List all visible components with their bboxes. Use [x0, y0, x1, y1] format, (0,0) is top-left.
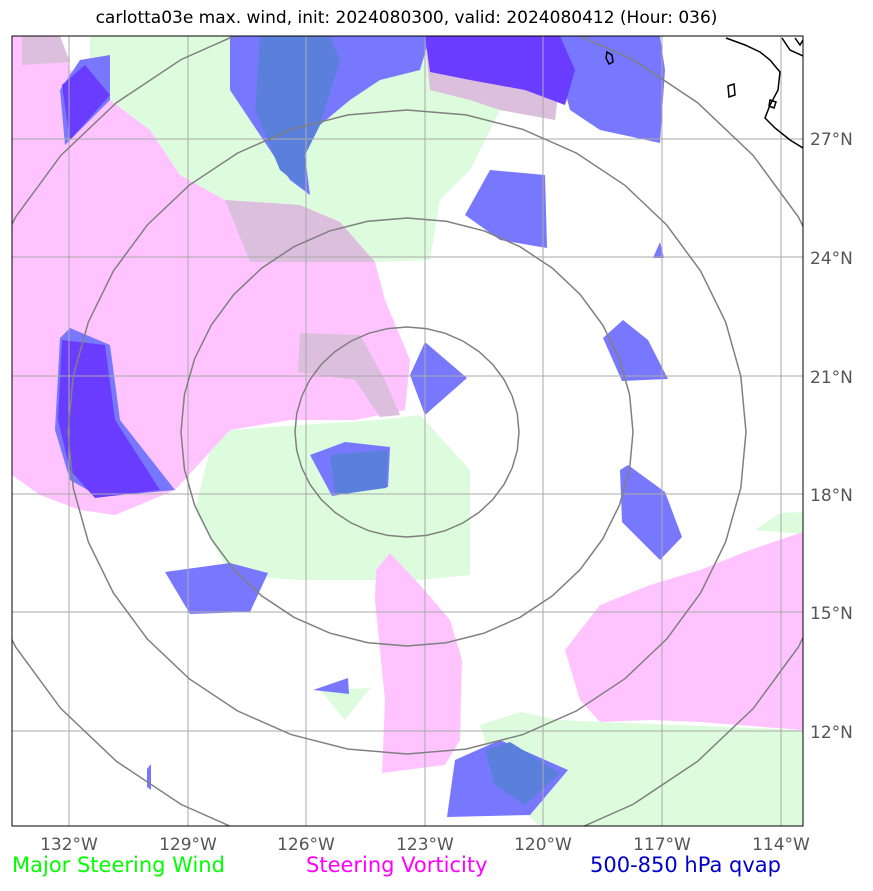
coastline-north-tip	[794, 37, 803, 47]
legend-steering-vorticity: Steering Vorticity	[306, 853, 488, 877]
range-ring	[12, 36, 803, 826]
qvap-dark-west	[58, 340, 160, 498]
vorticity-region-southeast	[565, 532, 803, 730]
qvap-dark-northwest	[62, 65, 110, 140]
lon-label-114w: 114°W	[752, 835, 810, 855]
qvap-region-northeast	[550, 36, 665, 143]
qvap-mix-center	[330, 450, 388, 495]
graticule	[12, 36, 803, 826]
vorticity-region-south	[375, 553, 462, 773]
range-ring	[294, 326, 520, 538]
range-rings	[12, 36, 803, 826]
qvap-region-west	[165, 563, 268, 614]
latitude-axis: 27°N 24°N 21°N 18°N 15°N 12°N	[810, 130, 853, 743]
coastline-main	[725, 37, 803, 149]
qvap-dark-layer	[58, 36, 575, 498]
lon-label-123w: 123°W	[396, 835, 454, 855]
island-1	[605, 50, 614, 66]
legend-major-steering-wind: Major Steering Wind	[12, 853, 225, 877]
lon-label-126w: 126°W	[277, 835, 335, 855]
wind-region-small	[320, 688, 370, 720]
qvap-dark-northeast	[425, 36, 575, 105]
lon-label-117w: 117°W	[633, 835, 691, 855]
wind-region-east-strip	[755, 512, 803, 534]
plot-frame	[11, 35, 804, 827]
lon-label-120w: 120°W	[514, 835, 572, 855]
legend-qvap: 500-850 hPa qvap	[590, 853, 781, 877]
qvap-mixed-layer	[255, 36, 560, 805]
qvap-region-east-b	[620, 465, 682, 560]
lat-label-18n: 18°N	[810, 486, 853, 506]
overlap-region-northwest	[22, 36, 70, 65]
qvap-region-center-a	[410, 342, 467, 415]
map-title: carlotta03e max. wind, init: 2024080300,…	[95, 8, 718, 28]
wind-region-center	[195, 415, 470, 580]
lat-label-15n: 15°N	[810, 604, 853, 624]
range-ring	[180, 217, 634, 647]
island-3	[768, 99, 777, 109]
overlap-region-north	[225, 200, 375, 262]
range-ring	[67, 109, 747, 755]
lat-label-27n: 27°N	[810, 130, 853, 150]
wind-region-southeast	[480, 712, 803, 826]
coastline	[605, 37, 803, 149]
qvap-mix-south	[485, 742, 560, 805]
lat-label-12n: 12°N	[810, 723, 853, 743]
map-plot-area	[12, 36, 803, 826]
coastline-peninsula	[781, 37, 803, 57]
lon-label-132w: 132°W	[40, 835, 98, 855]
longitude-axis: 132°W 129°W 126°W 123°W 120°W 117°W 114°…	[40, 835, 810, 855]
qvap-region-ne-blob	[465, 170, 547, 248]
qvap-region-south-small	[313, 678, 349, 694]
lon-label-129w: 129°W	[159, 835, 217, 855]
island-2	[727, 82, 736, 99]
lat-label-24n: 24°N	[810, 249, 853, 269]
lat-label-21n: 21°N	[810, 368, 853, 388]
qvap-mix-north	[255, 36, 340, 190]
qvap-region-east-a	[603, 320, 668, 381]
overlap-region-center	[298, 333, 400, 417]
qvap-region-east-small	[653, 242, 664, 258]
